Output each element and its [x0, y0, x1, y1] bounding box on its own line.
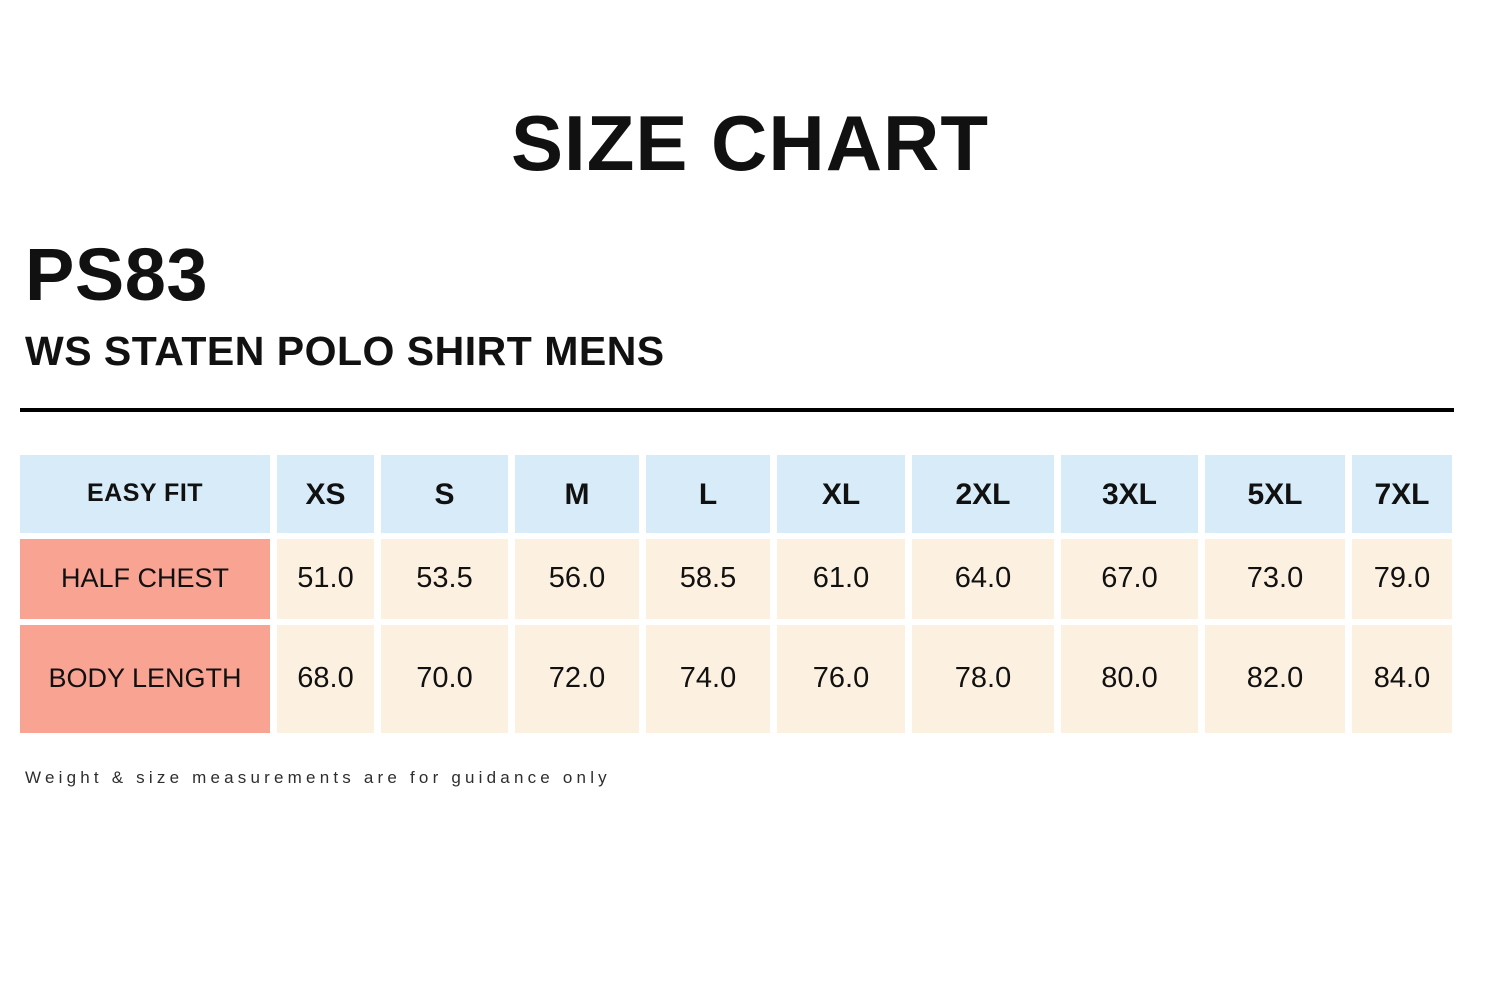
size-column-header-s: S: [381, 455, 508, 533]
size-column-header-3xl: 3XL: [1061, 455, 1198, 533]
guidance-footnote: Weight & size measurements are for guida…: [25, 768, 611, 787]
body-length-xl: 76.0: [777, 625, 905, 733]
half-chest-xl: 61.0: [777, 539, 905, 619]
body-length-l: 74.0: [646, 625, 770, 733]
size-column-header-xl: XL: [777, 455, 905, 533]
half-chest-5xl: 73.0: [1205, 539, 1345, 619]
size-table: EASY FIT XS S M L XL 2XL 3XL 5XL 7XL HAL…: [20, 455, 1452, 733]
product-code: PS83: [25, 233, 209, 316]
body-length-5xl: 82.0: [1205, 625, 1345, 733]
size-column-header-2xl: 2XL: [912, 455, 1054, 533]
half-chest-3xl: 67.0: [1061, 539, 1198, 619]
body-length-m: 72.0: [515, 625, 639, 733]
row-label-half-chest: HALF CHEST: [20, 539, 270, 619]
page-title: SIZE CHART: [511, 99, 989, 187]
half-chest-s: 53.5: [381, 539, 508, 619]
body-length-7xl: 84.0: [1352, 625, 1452, 733]
size-column-header-m: M: [515, 455, 639, 533]
size-column-header-xs: XS: [277, 455, 374, 533]
row-label-body-length: BODY LENGTH: [20, 625, 270, 733]
half-chest-xs: 51.0: [277, 539, 374, 619]
half-chest-7xl: 79.0: [1352, 539, 1452, 619]
body-length-3xl: 80.0: [1061, 625, 1198, 733]
half-chest-m: 56.0: [515, 539, 639, 619]
product-name: WS STATEN POLO SHIRT MENS: [25, 328, 665, 374]
body-length-2xl: 78.0: [912, 625, 1054, 733]
fit-type-header: EASY FIT: [20, 455, 270, 533]
divider-rule: [20, 408, 1454, 412]
half-chest-l: 58.5: [646, 539, 770, 619]
body-length-xs: 68.0: [277, 625, 374, 733]
half-chest-2xl: 64.0: [912, 539, 1054, 619]
size-column-header-5xl: 5XL: [1205, 455, 1345, 533]
body-length-s: 70.0: [381, 625, 508, 733]
size-column-header-7xl: 7XL: [1352, 455, 1452, 533]
size-column-header-l: L: [646, 455, 770, 533]
